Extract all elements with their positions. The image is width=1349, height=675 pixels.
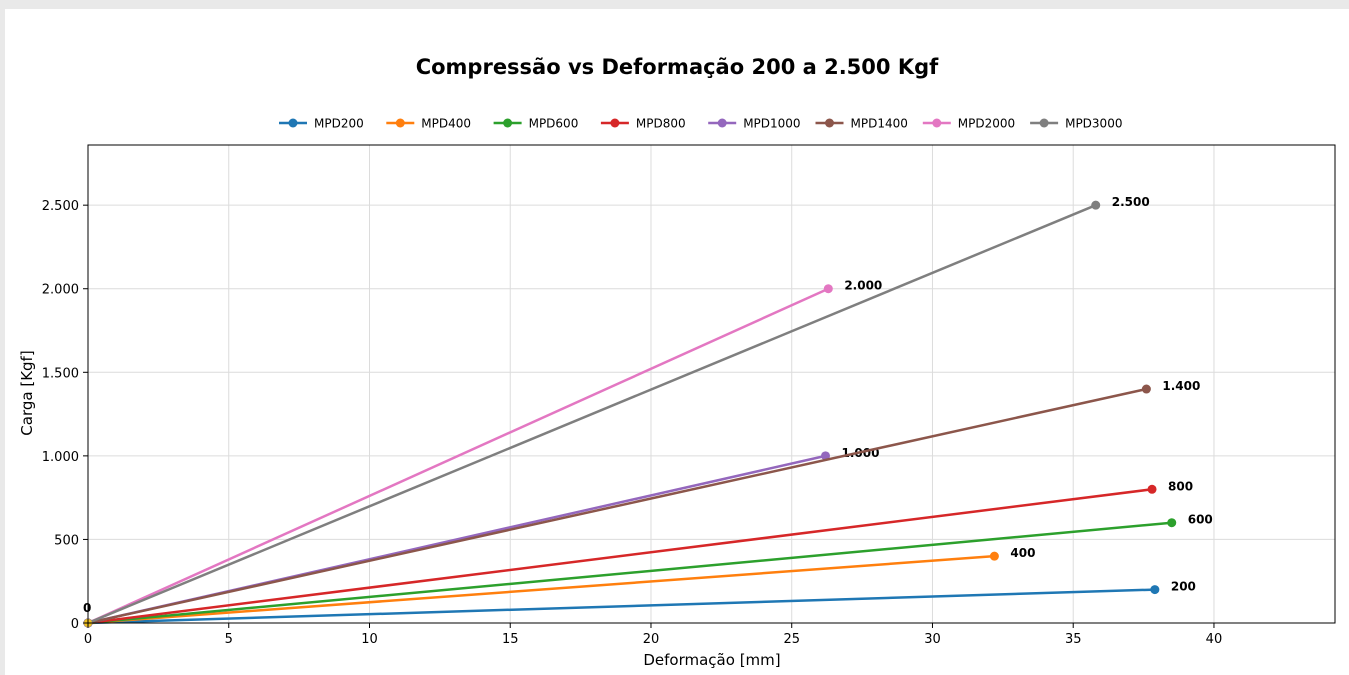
y-tick-label: 2.500 xyxy=(42,199,79,214)
legend-marker xyxy=(610,118,620,128)
data-label-mpd400: 400 xyxy=(1010,546,1035,560)
y-tick-label: 2.000 xyxy=(42,283,79,298)
chart-card: Compressão vs Deformação 200 a 2.500 Kgf… xyxy=(5,9,1349,675)
y-axis-ticks: 0 500 1.000 1.500 2.000 2.500 xyxy=(42,199,88,632)
x-tick-label: 20 xyxy=(643,632,660,647)
legend-marker xyxy=(825,118,834,128)
data-label-mpd2000: 2.000 xyxy=(844,279,882,293)
legend-item-mpd800: MPD800 xyxy=(600,117,686,131)
x-tick-label: 15 xyxy=(502,632,519,647)
point-mpd800 xyxy=(1147,484,1157,494)
data-label-mpd800: 800 xyxy=(1168,479,1193,493)
legend-label: MPD800 xyxy=(636,117,686,131)
legend-label: MPD200 xyxy=(314,117,364,131)
legend-label: MPD3000 xyxy=(1065,117,1122,131)
x-tick-label: 5 xyxy=(225,632,233,647)
x-tick-label: 10 xyxy=(361,632,378,647)
y-tick-label: 500 xyxy=(54,533,79,548)
point-mpd1000 xyxy=(821,451,831,461)
legend-item-mpd600: MPD600 xyxy=(493,117,579,131)
series-mpd400: 400 xyxy=(83,546,1035,628)
line-mpd800 xyxy=(87,488,1153,625)
x-tick-label: 35 xyxy=(1065,632,1082,647)
point-mpd400 xyxy=(989,551,999,561)
legend-marker xyxy=(1039,118,1049,128)
point-mpd600 xyxy=(1167,518,1177,528)
y-tick-label: 1.500 xyxy=(42,366,79,381)
legend: MPD200 MPD400 MPD600 MPD800 MPD1000 MPD1400 MP… xyxy=(279,117,1122,131)
data-label-mpd1400: 1.400 xyxy=(1162,379,1200,393)
gridlines xyxy=(87,145,1335,624)
data-label-mpd3000: 2.500 xyxy=(1112,195,1150,209)
legend-item-mpd200: MPD200 xyxy=(279,117,364,131)
origin-label: 0 xyxy=(83,601,91,615)
x-tick-label: 0 xyxy=(84,632,92,647)
legend-marker xyxy=(717,118,727,128)
legend-item-mpd1000: MPD1000 xyxy=(708,117,801,131)
legend-marker xyxy=(288,118,298,128)
legend-item-mpd1400: MPD1400 xyxy=(815,117,908,131)
line-mpd1400 xyxy=(87,387,1147,625)
legend-label: MPD600 xyxy=(529,117,579,131)
legend-label: MPD1400 xyxy=(851,117,908,131)
legend-item-mpd400: MPD400 xyxy=(386,117,471,131)
data-label-mpd200: 200 xyxy=(1171,580,1196,594)
y-tick-label: 1.000 xyxy=(42,450,79,465)
x-axis-ticks: 0 5 10 15 20 25 30 35 40 xyxy=(84,623,1222,647)
line-mpd600 xyxy=(87,521,1172,625)
y-axis-label: Carga [Kgf] xyxy=(18,350,36,435)
line-mpd3000 xyxy=(87,204,1097,625)
x-tick-label: 30 xyxy=(924,632,941,647)
line-mpd400 xyxy=(87,554,995,625)
series-mpd3000: 2.500 xyxy=(83,195,1150,628)
chart: Compressão vs Deformação 200 a 2.500 Kgf… xyxy=(18,55,1336,669)
legend-label: MPD1000 xyxy=(743,117,800,131)
legend-marker xyxy=(395,118,405,128)
legend-marker xyxy=(932,118,942,128)
plot-frame xyxy=(87,144,1336,624)
legend-label: MPD400 xyxy=(421,117,471,131)
series-mpd2000: 2.000 xyxy=(83,279,882,628)
data-label-mpd600: 600 xyxy=(1188,513,1213,527)
point-mpd200 xyxy=(1150,585,1160,595)
legend-marker xyxy=(503,118,513,128)
x-tick-label: 25 xyxy=(783,632,800,647)
y-tick-label: 0 xyxy=(71,617,79,632)
point-mpd3000 xyxy=(1091,200,1101,210)
legend-item-mpd3000: MPD3000 xyxy=(1030,117,1122,131)
line-mpd2000 xyxy=(87,287,829,625)
x-tick-label: 40 xyxy=(1206,632,1223,647)
point-mpd1400 xyxy=(1141,384,1151,394)
chart-title: Compressão vs Deformação 200 a 2.500 Kgf xyxy=(416,55,939,79)
point-mpd2000 xyxy=(823,284,833,294)
legend-label: MPD2000 xyxy=(958,117,1015,131)
line-mpd200 xyxy=(87,588,1155,625)
x-axis-label: Deformação [mm] xyxy=(643,651,780,669)
legend-item-mpd2000: MPD2000 xyxy=(922,117,1015,131)
